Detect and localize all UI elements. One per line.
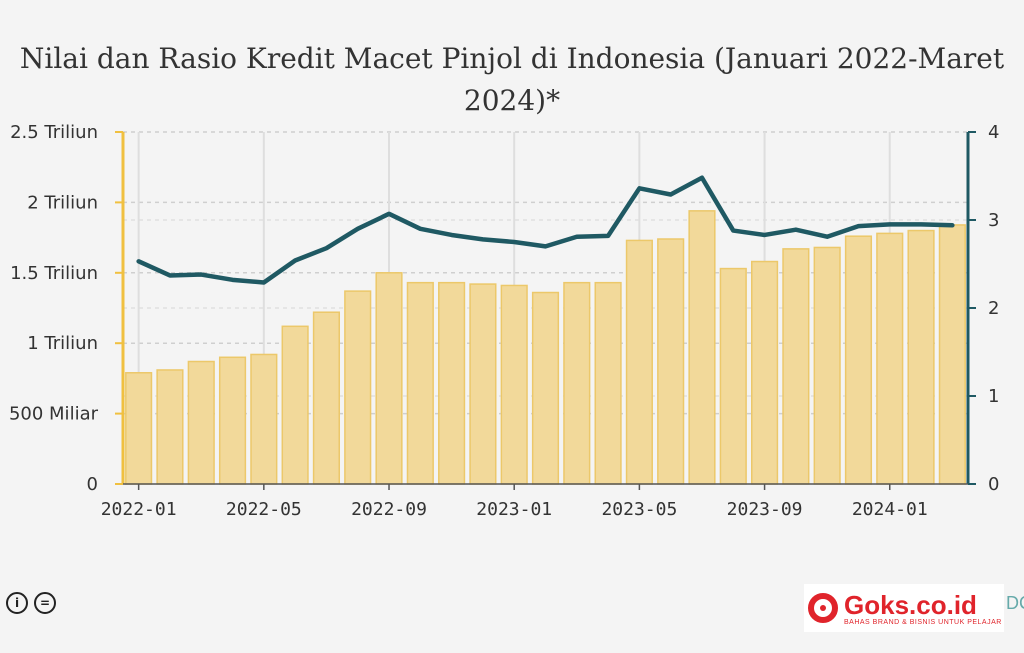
chart: 0 500 Miliar 1 Triliun 1.5 Triliun 2 Triliun… xyxy=(9,122,1000,520)
bar xyxy=(250,353,278,485)
bar xyxy=(907,229,935,485)
bar xyxy=(938,224,966,485)
bar xyxy=(187,360,215,485)
bar xyxy=(531,291,560,485)
bar xyxy=(688,210,716,485)
y-left-tick-label: 500 Miliar xyxy=(9,404,99,425)
bar xyxy=(438,281,466,485)
bar xyxy=(782,248,810,485)
bar xyxy=(406,281,434,485)
bar xyxy=(156,369,184,485)
bar xyxy=(469,283,497,485)
bar-series xyxy=(125,210,966,485)
y-right-tick-label: 2 xyxy=(988,298,999,319)
goks-logo-icon xyxy=(808,593,838,623)
x-tick-label: 2023-09 xyxy=(727,499,803,520)
bar xyxy=(594,281,622,485)
bar xyxy=(719,267,747,485)
bar xyxy=(563,281,591,485)
y-left-tick-label: 1 Triliun xyxy=(27,333,98,354)
x-tick-label: 2023-01 xyxy=(476,499,552,520)
license-icons: i = xyxy=(6,592,56,614)
y-right-tick-label: 0 xyxy=(988,474,999,495)
x-tick-label: 2022-09 xyxy=(351,499,427,520)
y-right-tick-label: 3 xyxy=(988,210,999,231)
y-axis-left: 0 500 Miliar 1 Triliun 1.5 Triliun 2 Triliun… xyxy=(9,122,123,495)
bar xyxy=(813,246,841,485)
bar xyxy=(218,356,247,485)
bar xyxy=(375,272,403,485)
x-tick-label: 2024-01 xyxy=(852,499,928,520)
bar xyxy=(281,325,309,485)
y-left-tick-label: 2 Triliun xyxy=(27,192,98,213)
bar xyxy=(344,290,372,485)
bar xyxy=(625,239,653,485)
edge-fragment: DC xyxy=(1006,593,1024,613)
bar xyxy=(312,311,341,485)
bar xyxy=(750,260,779,485)
x-tick-label: 2022-05 xyxy=(226,499,302,520)
bar xyxy=(125,372,153,485)
x-tick-label: 2023-05 xyxy=(601,499,677,520)
bar xyxy=(844,235,873,485)
goks-logo: Goks.co.id BAHAS BRAND & BISNIS UNTUK PE… xyxy=(804,584,1004,632)
x-axis: 2022-01 2022-05 2022-09 2023-01 2023-05 2023-… xyxy=(101,484,928,520)
x-tick-label: 2022-01 xyxy=(101,499,177,520)
cc-nd-icon: = xyxy=(34,592,56,614)
line-series xyxy=(136,175,955,285)
cc-by-icon: i xyxy=(6,592,28,614)
bar xyxy=(500,284,528,485)
y-left-tick-label: 0 xyxy=(87,474,98,495)
y-axis-right: 0 1 2 3 4 xyxy=(968,122,999,495)
y-left-tick-label: 2.5 Triliun xyxy=(10,122,98,143)
y-right-tick-label: 4 xyxy=(988,122,999,143)
y-left-tick-label: 1.5 Triliun xyxy=(10,263,98,284)
logo-tagline: BAHAS BRAND & BISNIS UNTUK PELAJAR xyxy=(844,618,1002,626)
bar xyxy=(876,232,904,485)
chart-title: Nilai dan Rasio Kredit Macet Pinjol di I… xyxy=(19,42,1005,117)
logo-name: Goks.co.id xyxy=(844,589,977,620)
bar xyxy=(657,238,685,485)
y-right-tick-label: 1 xyxy=(988,386,999,407)
